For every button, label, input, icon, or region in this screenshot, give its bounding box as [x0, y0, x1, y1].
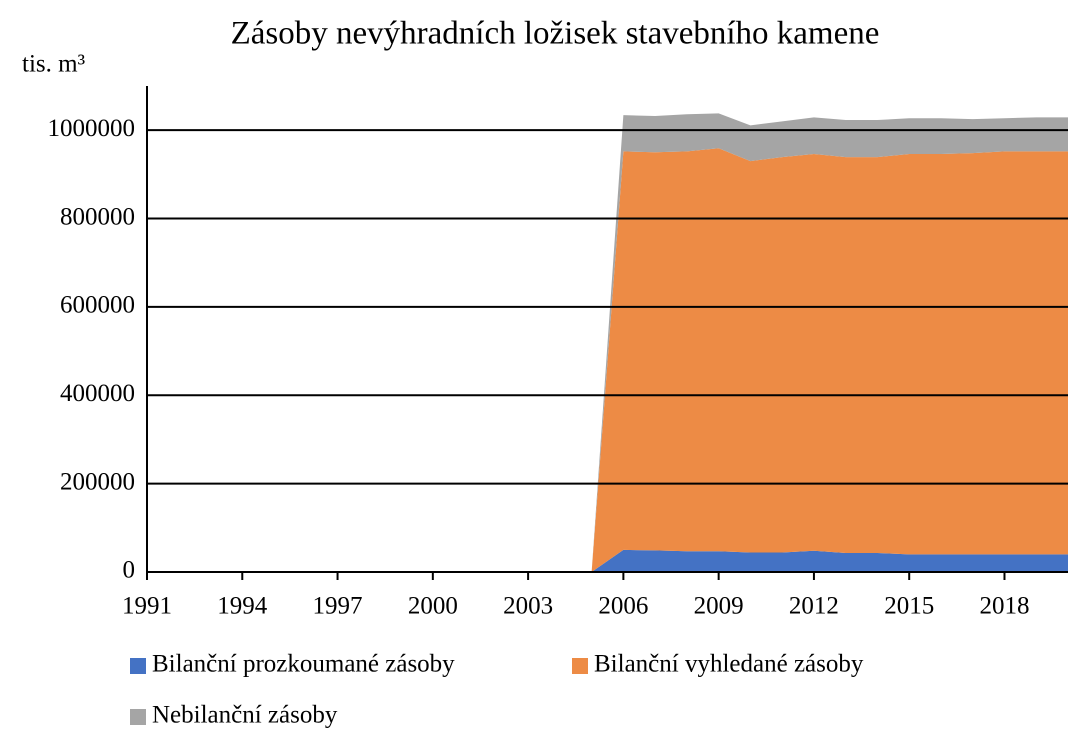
y-tick-label: 1000000	[48, 115, 136, 142]
legend-swatch	[130, 658, 146, 674]
area	[147, 549, 1068, 572]
y-tick-label: 800000	[60, 203, 135, 230]
y-tick-label: 600000	[60, 292, 135, 319]
y-tick-label: 200000	[60, 468, 135, 495]
x-tick-label: 2015	[884, 593, 934, 620]
x-tick-label: 1991	[122, 593, 172, 620]
x-tick-label: 2000	[408, 593, 458, 620]
chart-title: Zásoby nevýhradních ložisek stavebního k…	[231, 16, 880, 52]
legend-label: Bilanční prozkoumané zásoby	[152, 651, 455, 678]
legend-swatch	[572, 658, 588, 674]
x-tick-label: 2003	[503, 593, 553, 620]
x-tick-label: 2012	[789, 593, 839, 620]
x-tick-label: 2009	[694, 593, 744, 620]
legend-label: Nebilanční zásoby	[152, 702, 338, 729]
legend-label: Bilanční vyhledané zásoby	[594, 651, 864, 678]
y-tick-label: 0	[123, 557, 136, 584]
area	[147, 148, 1068, 572]
y-axis-label: tis. m³	[22, 51, 86, 78]
x-tick-label: 1994	[217, 593, 268, 620]
legend-swatch	[130, 709, 146, 725]
areas	[147, 113, 1068, 572]
x-tick-label: 1997	[313, 593, 363, 620]
x-tick-label: 2018	[979, 593, 1029, 620]
axes: 0 200000 400000 600000 800000 1000000 1991 1994…	[48, 86, 1068, 620]
x-tick-label: 2006	[598, 593, 648, 620]
y-tick-label: 400000	[60, 380, 135, 407]
